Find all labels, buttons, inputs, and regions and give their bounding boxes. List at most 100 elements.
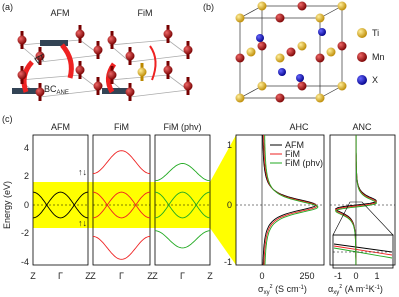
atom bbox=[275, 93, 285, 103]
atom bbox=[163, 65, 173, 75]
unit: (S cm bbox=[273, 284, 299, 294]
spin-symbol: ↑↓ bbox=[78, 167, 87, 177]
band-curve bbox=[32, 191, 89, 219]
band-curve bbox=[32, 191, 89, 219]
x-tick-label: Z bbox=[90, 271, 96, 281]
y-tick-label: -2 bbox=[21, 228, 29, 238]
atom bbox=[256, 34, 264, 42]
legend-label: Ti bbox=[372, 28, 379, 38]
atom bbox=[337, 41, 347, 51]
panel-a: (a) AFM FiM ∇T BCANE bbox=[2, 2, 193, 101]
y-tick-label: -1 bbox=[224, 257, 232, 267]
y-tick-label: 0 bbox=[24, 200, 29, 210]
sup: -1 bbox=[299, 285, 305, 291]
panel-title: FiM (phv) bbox=[164, 122, 202, 132]
panel-c: (c) AFM Z Γ Z FiM Z Γ Z FiM (phv) Z Γ Z ↑↓ ↑↓ 4 2 0 -2 -4 A… bbox=[2, 114, 396, 296]
bc-sub: ANE bbox=[57, 90, 69, 96]
atom bbox=[75, 29, 85, 39]
y-tick-label: 0 bbox=[227, 200, 232, 210]
y-tick-label: 2 bbox=[24, 171, 29, 181]
panel-b: (b) Ti Mn X bbox=[203, 1, 385, 103]
atom bbox=[35, 87, 45, 97]
x-tick-label: Γ bbox=[58, 271, 63, 281]
atom bbox=[315, 53, 325, 63]
panel-label: (b) bbox=[203, 2, 214, 12]
legend-label: Mn bbox=[372, 52, 385, 62]
panel-title: AFM bbox=[51, 122, 70, 132]
x-tick-label: Z bbox=[152, 271, 158, 281]
ahc-curve bbox=[263, 135, 318, 265]
inset-curve bbox=[333, 247, 393, 259]
sup: z bbox=[270, 284, 273, 290]
spins bbox=[17, 25, 193, 101]
atom bbox=[318, 28, 326, 36]
atom bbox=[275, 13, 285, 23]
atom bbox=[257, 1, 267, 11]
atom bbox=[337, 81, 347, 91]
panel-label: (a) bbox=[2, 2, 13, 12]
inset-curve bbox=[333, 243, 393, 253]
panel-label: (c) bbox=[2, 114, 13, 124]
sym: α bbox=[328, 284, 333, 294]
zoom-wedge bbox=[210, 135, 236, 265]
atom bbox=[315, 13, 325, 23]
atom bbox=[17, 35, 27, 45]
band-curve bbox=[92, 191, 151, 219]
x-tick-label: -1 bbox=[334, 271, 342, 281]
panel-title: FiM bbox=[114, 122, 129, 132]
atom bbox=[286, 47, 296, 57]
atom bbox=[35, 51, 45, 61]
atom bbox=[163, 29, 173, 39]
legend-label: FiM bbox=[285, 149, 300, 159]
sub: xy bbox=[333, 290, 339, 296]
atom bbox=[297, 41, 307, 51]
unit: K bbox=[369, 284, 375, 294]
atom bbox=[246, 47, 256, 57]
atom bbox=[315, 93, 325, 103]
panel-title: AHC bbox=[289, 122, 309, 132]
x-tick-label: Z bbox=[85, 271, 91, 281]
inset-frame bbox=[332, 234, 394, 269]
atoms bbox=[235, 1, 347, 103]
atom bbox=[257, 81, 267, 91]
arrow bbox=[149, 45, 157, 81]
y-tick-label: 4 bbox=[24, 143, 29, 153]
x-axis-label: σxyz (S cm-1) bbox=[258, 284, 307, 296]
panel-title: FiM bbox=[138, 8, 153, 18]
plot-frame bbox=[329, 134, 396, 266]
plot-frame bbox=[32, 134, 89, 266]
legend-label: FiM (phv) bbox=[285, 158, 323, 168]
y-axis-label: Energy (eV) bbox=[2, 181, 12, 229]
sub: xy bbox=[264, 290, 270, 296]
atom bbox=[337, 1, 347, 11]
atom bbox=[125, 51, 135, 61]
x-tick-label: Z bbox=[207, 271, 213, 281]
x-tick-label: 0 bbox=[259, 271, 264, 281]
sup: -1 bbox=[363, 285, 369, 291]
x-tick-label: Z bbox=[30, 271, 36, 281]
x-axis-label: αxyz (A m-1K-1) bbox=[328, 284, 383, 296]
plot-frame bbox=[235, 134, 325, 266]
panel-title: ANC bbox=[352, 122, 372, 132]
atom bbox=[297, 1, 307, 11]
atom bbox=[93, 45, 103, 55]
gradient-label: ∇T bbox=[32, 52, 48, 67]
atom bbox=[297, 81, 307, 91]
atom bbox=[137, 67, 147, 77]
x-tick-label: 1 bbox=[374, 271, 379, 281]
band-curve bbox=[154, 163, 211, 182]
atom bbox=[93, 81, 103, 91]
sym: σ bbox=[258, 284, 264, 294]
ahc-curve bbox=[262, 135, 317, 266]
band-curve bbox=[154, 191, 211, 219]
band-curve bbox=[92, 236, 151, 260]
plot-frame bbox=[154, 134, 211, 266]
x-tick-label: Γ bbox=[180, 271, 185, 281]
unit: ) bbox=[304, 284, 307, 294]
anc-curve bbox=[334, 135, 377, 265]
atom bbox=[75, 65, 85, 75]
sup: -1 bbox=[375, 285, 381, 291]
atom bbox=[235, 13, 245, 23]
